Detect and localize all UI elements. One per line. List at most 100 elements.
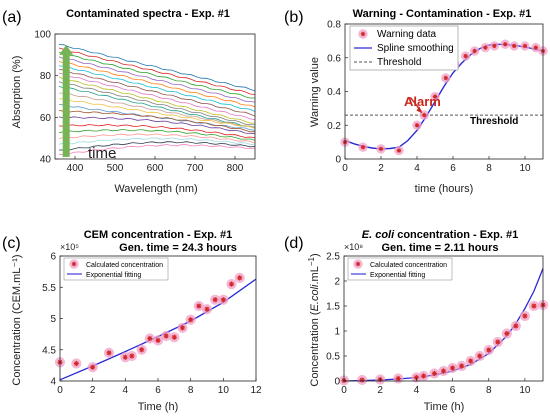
spectrum-line bbox=[58, 76, 256, 124]
chart-d-plot bbox=[338, 268, 549, 386]
x-tick-label: 4 bbox=[414, 385, 420, 396]
x-tick-label: 0 bbox=[342, 163, 348, 174]
warning-point bbox=[394, 145, 404, 156]
marker-star bbox=[431, 370, 438, 377]
chart-b-title: Warning - Contamination - Exp. #1 bbox=[353, 8, 532, 20]
x-tick-label: 600 bbox=[147, 163, 164, 174]
panel-label-a: (a) bbox=[2, 9, 22, 26]
marker-star bbox=[163, 333, 169, 339]
x-tick-label: 12 bbox=[250, 385, 262, 396]
x-tick-label: 6 bbox=[155, 385, 161, 396]
marker-star bbox=[204, 306, 210, 312]
chart-b-legend-threshold: Threshold bbox=[377, 57, 421, 68]
chart-a-series-group bbox=[58, 44, 256, 156]
spectrum-line bbox=[58, 110, 256, 133]
marker-star bbox=[468, 358, 474, 364]
marker-star bbox=[463, 53, 468, 59]
y-tick-label: 0.8 bbox=[327, 20, 341, 31]
spectrum-line bbox=[59, 92, 256, 129]
marker-star bbox=[220, 297, 226, 303]
marker-star bbox=[533, 45, 538, 50]
y-tick-label: 40 bbox=[40, 155, 52, 166]
marker-star bbox=[395, 375, 401, 382]
y-tick-label: 4.5 bbox=[42, 345, 56, 356]
marker-star bbox=[440, 368, 447, 374]
chart-d-title-rest: concentration - Exp. #1 bbox=[394, 229, 518, 241]
chart-a-xlabel: Wavelength (nm) bbox=[114, 183, 197, 195]
data-point bbox=[185, 314, 196, 325]
legend-marker-icon bbox=[69, 259, 79, 269]
chart-d-ylabel-b: .mL bbox=[309, 266, 321, 284]
marker-star bbox=[396, 148, 402, 153]
spectrum-line bbox=[58, 72, 256, 121]
chart-b-legend-warning-data: Warning data bbox=[377, 29, 437, 40]
warning-point bbox=[531, 42, 541, 53]
chart-d-title: E. coli concentration - Exp. #1 bbox=[362, 229, 519, 241]
marker-star bbox=[73, 360, 79, 367]
spectrum-line bbox=[58, 98, 256, 129]
marker-star bbox=[413, 374, 419, 381]
marker-star bbox=[139, 347, 145, 353]
data-point bbox=[103, 347, 115, 358]
chart-d-ylabel-a: Concentration ( bbox=[309, 311, 321, 387]
warning-point bbox=[500, 39, 510, 49]
data-point bbox=[456, 360, 467, 372]
x-tick-label: 4 bbox=[414, 163, 420, 174]
chart-b-legend-spline: Spline smoothing bbox=[377, 43, 454, 54]
time-arrow-head bbox=[59, 44, 74, 55]
spectrum-line bbox=[58, 116, 256, 134]
spectrum-line bbox=[58, 81, 256, 126]
data-point bbox=[492, 336, 503, 348]
y-tick-label: 60 bbox=[40, 113, 52, 124]
data-point bbox=[144, 333, 155, 344]
marker-star bbox=[477, 353, 483, 359]
alarm-arrow-head bbox=[416, 106, 423, 114]
x-tick-label: 2 bbox=[90, 385, 96, 396]
data-point bbox=[152, 335, 164, 346]
spectrum-line bbox=[58, 137, 256, 146]
marker-star bbox=[212, 297, 218, 303]
spectrum-line bbox=[58, 51, 255, 99]
marker-star bbox=[458, 363, 465, 369]
marker-star bbox=[522, 313, 528, 319]
chart-c-legend-fitting: Exponential fitting bbox=[86, 272, 141, 279]
data-point bbox=[519, 310, 531, 322]
chart-d-legend-fitting: Exponential fitting bbox=[370, 272, 425, 279]
alarm-annotation: Alarm bbox=[404, 94, 441, 109]
warning-point bbox=[430, 91, 440, 102]
x-tick-label: 8 bbox=[486, 163, 492, 174]
x-tick-label: 8 bbox=[486, 385, 492, 396]
marker-star bbox=[486, 347, 492, 353]
marker-star bbox=[90, 364, 96, 370]
data-point bbox=[177, 322, 188, 333]
data-point bbox=[528, 300, 540, 312]
y-tick-label: 100 bbox=[34, 30, 51, 41]
data-point bbox=[210, 294, 221, 305]
chart-d-legend: Calculated concentration Exponential fit… bbox=[347, 257, 453, 281]
spectrum-line bbox=[58, 128, 256, 141]
marker-star bbox=[228, 281, 235, 287]
marker-star bbox=[196, 303, 202, 309]
marker-star bbox=[355, 261, 361, 267]
chart-d-y-multiplier: ×10⁸ bbox=[344, 242, 363, 252]
chart-d-ylabel-sup: −1 bbox=[307, 256, 316, 266]
data-point bbox=[234, 272, 245, 283]
chart-c-subtitle: Gen. time = 24.3 hours bbox=[119, 242, 237, 254]
legend-marker-icon bbox=[353, 259, 363, 269]
x-tick-label: 4 bbox=[123, 385, 129, 396]
chart-c-title: CEM concentration - Exp. #1 bbox=[84, 229, 233, 241]
data-point bbox=[438, 365, 449, 377]
data-point bbox=[161, 330, 172, 342]
spectrum-line bbox=[58, 144, 256, 156]
panel-label-c: (c) bbox=[2, 235, 21, 252]
data-point bbox=[193, 300, 204, 312]
data-point bbox=[510, 320, 521, 332]
panel-b-warning-chart: Warning - Contamination - Exp. #1 0 2 4 6 8 1… bbox=[309, 8, 548, 195]
spectrum-line bbox=[58, 56, 256, 103]
warning-point bbox=[412, 120, 422, 130]
marker-star bbox=[531, 303, 537, 309]
marker-star bbox=[147, 335, 153, 342]
panel-c-cem-chart: CEM concentration - Exp. #1 ×10⁵ Gen. ti… bbox=[11, 229, 262, 413]
data-point bbox=[126, 350, 137, 362]
warning-point bbox=[441, 73, 451, 83]
